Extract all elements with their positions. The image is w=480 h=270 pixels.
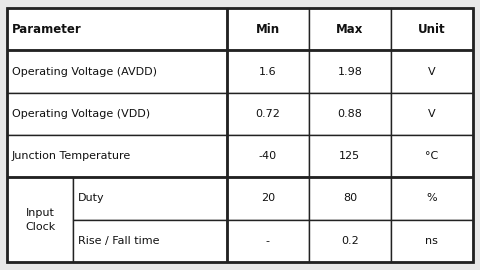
Text: ns: ns <box>425 236 438 246</box>
Bar <box>227 93 309 135</box>
Text: Min: Min <box>256 23 280 36</box>
Text: 125: 125 <box>339 151 360 161</box>
Bar <box>73 177 227 220</box>
Bar <box>391 50 473 93</box>
Text: -: - <box>266 236 270 246</box>
Bar <box>7 8 227 50</box>
Bar <box>227 8 309 50</box>
Text: 20: 20 <box>261 193 275 204</box>
Text: °C: °C <box>425 151 438 161</box>
Text: 80: 80 <box>343 193 357 204</box>
Text: 1.98: 1.98 <box>337 66 362 77</box>
Bar <box>391 135 473 177</box>
Bar <box>227 135 309 177</box>
Text: Max: Max <box>336 23 363 36</box>
Bar <box>7 135 227 177</box>
Bar <box>309 220 391 262</box>
Bar <box>309 8 391 50</box>
Text: 0.72: 0.72 <box>255 109 280 119</box>
Text: -40: -40 <box>259 151 277 161</box>
Text: Parameter: Parameter <box>12 23 82 36</box>
Bar <box>391 8 473 50</box>
Bar <box>391 93 473 135</box>
Bar <box>7 177 73 262</box>
Bar <box>309 177 391 220</box>
Bar <box>7 50 227 93</box>
Bar <box>227 50 309 93</box>
Text: 1.6: 1.6 <box>259 66 277 77</box>
Text: Rise / Fall time: Rise / Fall time <box>78 236 159 246</box>
Bar <box>391 177 473 220</box>
Text: V: V <box>428 109 436 119</box>
Text: 0.2: 0.2 <box>341 236 359 246</box>
Text: %: % <box>427 193 437 204</box>
Bar <box>309 135 391 177</box>
Bar <box>227 220 309 262</box>
Bar <box>227 177 309 220</box>
Bar <box>391 220 473 262</box>
Text: 0.88: 0.88 <box>337 109 362 119</box>
Bar <box>309 93 391 135</box>
Text: Duty: Duty <box>78 193 105 204</box>
Text: Unit: Unit <box>418 23 445 36</box>
Bar <box>7 93 227 135</box>
Text: Junction Temperature: Junction Temperature <box>12 151 131 161</box>
Bar <box>73 220 227 262</box>
Text: Input
Clock: Input Clock <box>25 208 55 232</box>
Text: Operating Voltage (VDD): Operating Voltage (VDD) <box>12 109 150 119</box>
Text: V: V <box>428 66 436 77</box>
Bar <box>309 50 391 93</box>
Text: Operating Voltage (AVDD): Operating Voltage (AVDD) <box>12 66 157 77</box>
